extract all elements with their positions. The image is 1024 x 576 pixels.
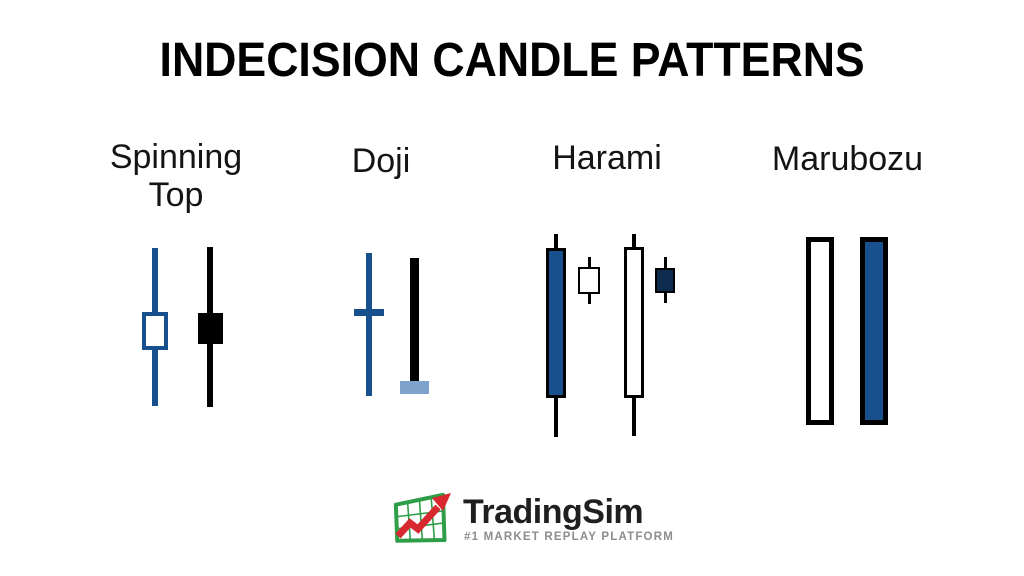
pattern-label-marubozu: Marubozu — [771, 140, 924, 178]
pattern-label-spinning-top: Spinning Top — [109, 138, 243, 214]
candle-body — [806, 237, 834, 425]
candle-body — [142, 312, 168, 350]
tradingsim-chart-icon — [393, 492, 451, 543]
candle-body — [655, 268, 675, 293]
pattern-label-doji: Doji — [351, 142, 411, 180]
candle-hbar — [400, 381, 429, 394]
candle-hbar — [354, 309, 384, 316]
candle-wick — [366, 253, 372, 396]
candle-body — [624, 247, 644, 398]
candle-wick — [409, 258, 419, 386]
logo-wordmark: TradingSim — [463, 493, 644, 531]
pattern-label-harami: Harami — [552, 139, 662, 177]
candle-body — [578, 267, 600, 294]
candle-body — [198, 313, 223, 344]
page-title: INDECISION CANDLE PATTERNS — [159, 34, 865, 87]
logo-tagline: #1 MARKET REPLAY PLATFORM — [464, 531, 674, 543]
title-wrap: INDECISION CANDLE PATTERNS — [0, 33, 1024, 88]
candle-body — [860, 237, 888, 425]
candle-body — [546, 248, 566, 398]
